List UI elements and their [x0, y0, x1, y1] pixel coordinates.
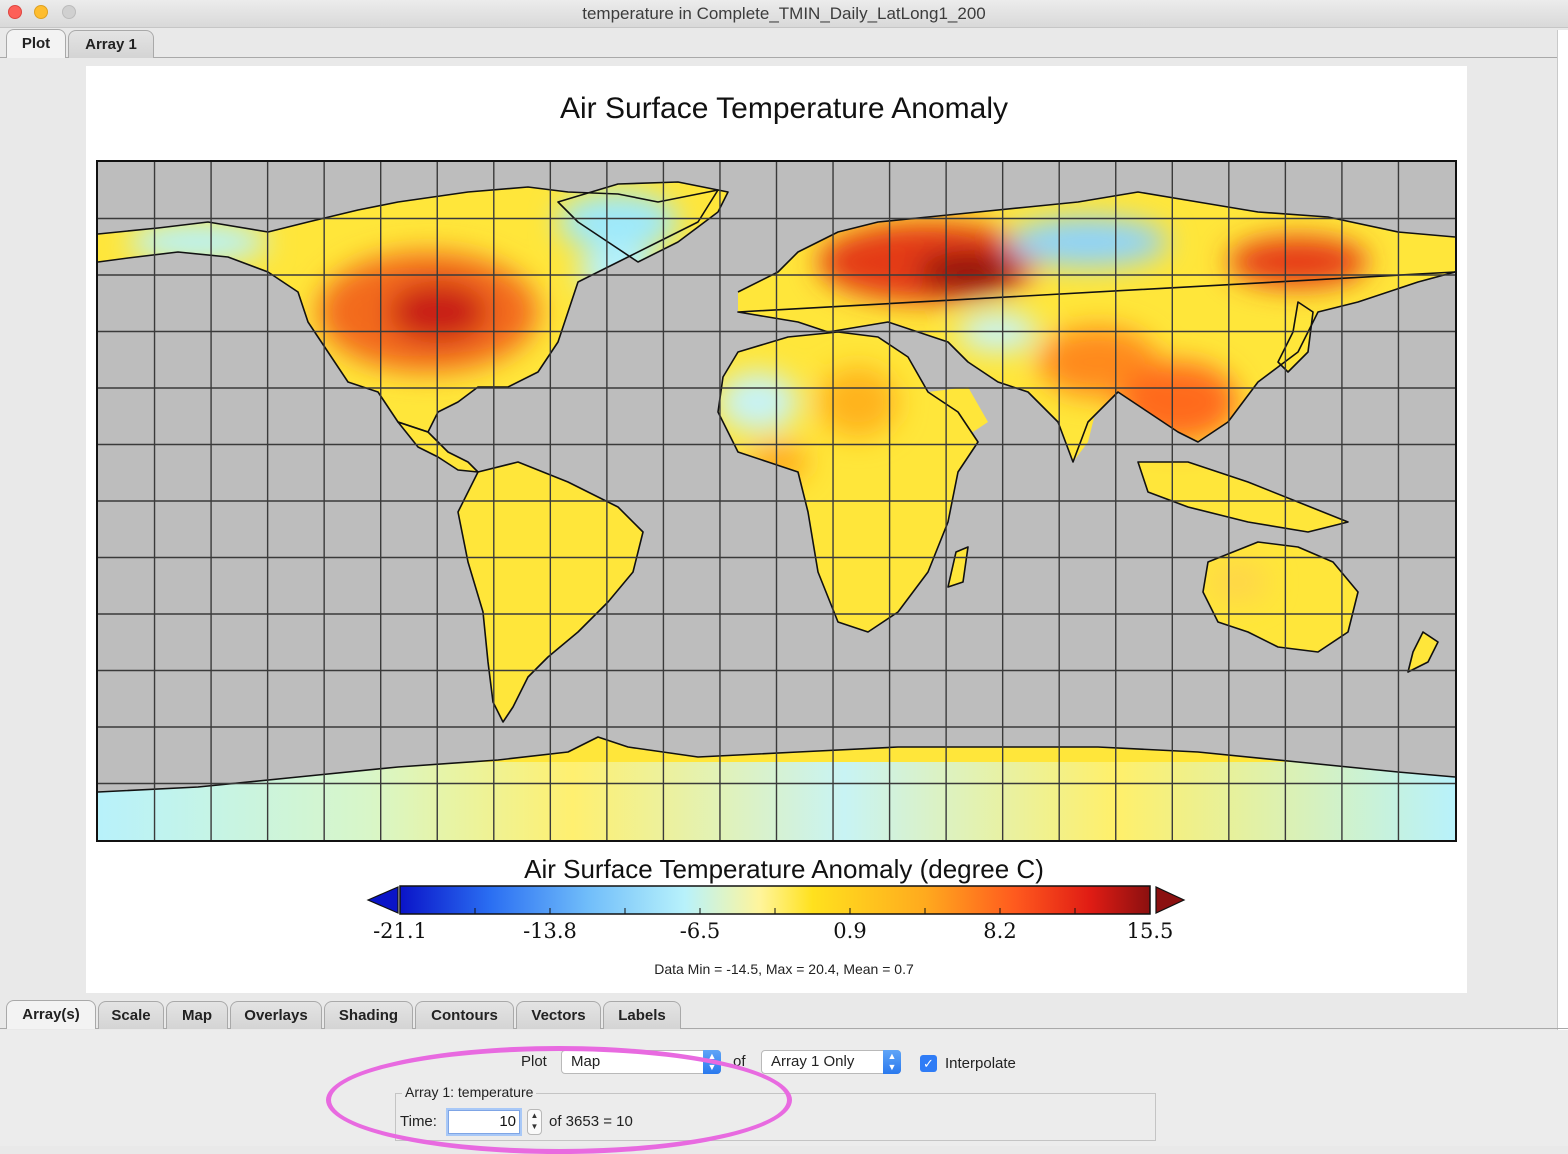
array-mode-select[interactable]: Array 1 Only ▲ ▼ [761, 1050, 901, 1074]
zoom-window-button[interactable] [62, 5, 76, 19]
tab-overlays[interactable]: Overlays [230, 1001, 322, 1029]
window-title: temperature in Complete_TMIN_Daily_LatLo… [582, 4, 986, 23]
colorbar-tick-label: -6.5 [680, 919, 721, 943]
tab-array-1[interactable]: Array 1 [68, 30, 154, 58]
interpolate-label: Interpolate [945, 1055, 1016, 1072]
colorbar-tick-label: -13.8 [523, 919, 577, 943]
colorbar-tick-label: -21.1 [373, 919, 427, 943]
world-map [96, 160, 1457, 842]
tab-contours[interactable]: Contours [415, 1001, 514, 1029]
close-window-button[interactable] [8, 5, 22, 19]
data-summary: Data Min = -14.5, Max = 20.4, Mean = 0.7 [654, 961, 914, 977]
array-mode-value: Array 1 Only [771, 1053, 855, 1070]
tab-vectors[interactable]: Vectors [516, 1001, 601, 1029]
adjacent-window-edge [1557, 30, 1568, 1030]
tab-arrays[interactable]: Array(s) [6, 1000, 96, 1029]
interpolate-checkbox[interactable]: ✓ [920, 1055, 937, 1072]
tab-map[interactable]: Map [166, 1001, 228, 1029]
minimize-window-button[interactable] [34, 5, 48, 19]
plot-title: Air Surface Temperature Anomaly [560, 92, 1008, 125]
window-title-bar: temperature in Complete_TMIN_Daily_LatLo… [0, 0, 1568, 28]
map-grid [98, 162, 1455, 840]
colorbar: -21.1 -13.8 -6.5 0.9 8.2 15.5 [366, 885, 1186, 943]
checkmark-icon: ✓ [923, 1056, 934, 1071]
colorbar-tick-label: 8.2 [983, 919, 1016, 943]
tab-labels[interactable]: Labels [603, 1001, 681, 1029]
colorbar-tick-label: 15.5 [1127, 919, 1174, 943]
colorbar-tick-label: 0.9 [833, 919, 866, 943]
colorbar-ticks: -21.1 -13.8 -6.5 0.9 8.2 15.5 [373, 908, 1173, 943]
tab-scale[interactable]: Scale [98, 1001, 164, 1029]
tab-shading[interactable]: Shading [324, 1001, 413, 1029]
colorbar-title: Air Surface Temperature Anomaly (degree … [524, 854, 1044, 884]
colorbar-underflow-arrow [366, 886, 399, 914]
top-tab-bar: Plot Array 1 [0, 28, 1568, 58]
options-tab-bar: Array(s) Scale Map Overlays Shading Cont… [0, 999, 1568, 1029]
annotation-highlight-ellipse [326, 1046, 792, 1154]
tab-plot[interactable]: Plot [6, 29, 66, 58]
map-svg [98, 162, 1455, 840]
colorbar-overflow-arrow [1155, 886, 1186, 914]
chevron-updown-icon: ▲ ▼ [883, 1050, 901, 1074]
